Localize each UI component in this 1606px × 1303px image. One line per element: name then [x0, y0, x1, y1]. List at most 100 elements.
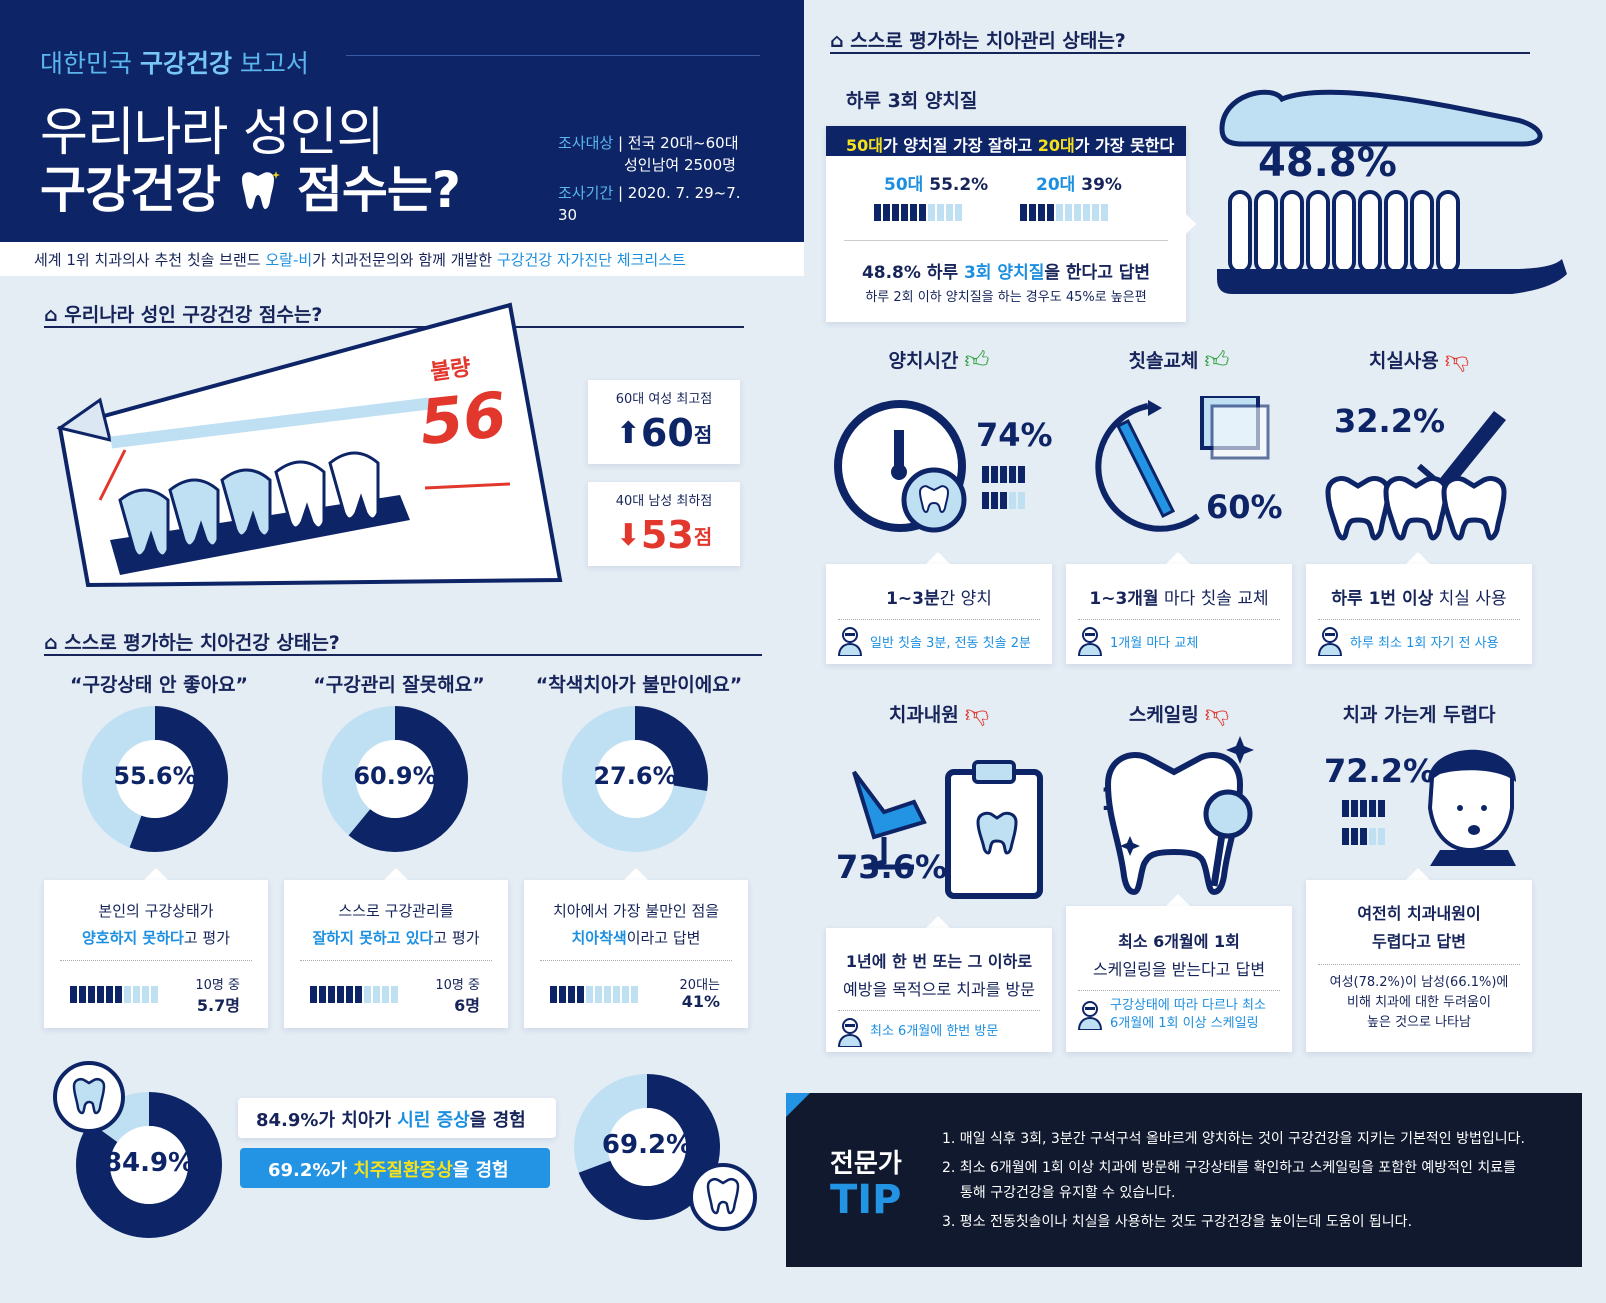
brushing-title: 하루 3회 양치질	[846, 90, 978, 112]
card-pointer	[1406, 868, 1430, 880]
person-icon	[874, 204, 881, 221]
score-heading-rule	[44, 326, 744, 328]
person-icon	[328, 986, 335, 1003]
selfeval-quote: “착색치아가 불만이에요”	[535, 674, 743, 696]
person-icon	[1369, 800, 1376, 817]
expert-tip-row: 구강상태에 따라 다르나 최소 6개월에 1회 이상 스케일링	[1076, 997, 1292, 1033]
person-icon	[1020, 204, 1027, 221]
expert-tip-row: 하루 최소 1회 자기 전 사용	[1316, 626, 1532, 656]
min-score-value: 53	[640, 513, 694, 557]
person-icon	[70, 986, 77, 1003]
age20-stat: 20대 39%	[1036, 175, 1122, 195]
people-row	[982, 492, 1025, 509]
selfeval-quote: “구강상태 안 좋아요”	[69, 674, 249, 696]
card-pointer	[624, 868, 648, 880]
person-icon	[1009, 466, 1016, 483]
person-icon	[1038, 204, 1045, 221]
person-icon	[559, 986, 566, 1003]
person-icon	[1378, 828, 1385, 845]
arrow-up-icon: ⬆	[615, 415, 641, 451]
arrow-down-icon: ⬇	[615, 517, 641, 553]
tip-item-2-cont: 통해 구강건강을 유지할 수 있습니다.	[960, 1185, 1176, 1201]
thumbs-down-icon: 👎︎	[1444, 345, 1470, 374]
person-icon	[1342, 800, 1349, 817]
person-icon	[364, 986, 371, 1003]
toothpaste-pct: 48.8%	[1258, 140, 1397, 186]
person-icon	[1360, 800, 1367, 817]
tooth-icon	[242, 171, 281, 209]
visit-line2: 예방을 목적으로 치과를 방문	[843, 980, 1035, 999]
person-icon	[1092, 204, 1099, 221]
selfeval-donut-wrap: 27.6%	[560, 704, 710, 858]
person-icon	[337, 986, 344, 1003]
person-icon	[928, 204, 935, 221]
person-icon	[622, 986, 629, 1003]
card-pointer	[926, 916, 950, 928]
scared-person-illustration	[1427, 749, 1516, 866]
card-divider	[300, 960, 492, 961]
person-icon	[568, 986, 575, 1003]
max-score-label: 60대 여성 최고점	[615, 392, 713, 407]
person-icon	[595, 986, 602, 1003]
people-row	[982, 466, 1025, 483]
score-card-illustration	[56, 302, 563, 588]
person-icon	[1018, 492, 1025, 509]
people-caption: 10명 중	[435, 978, 480, 993]
score-heading: ⌂ 우리나라 성인 구강건강 점수는?	[44, 304, 323, 326]
person-icon	[613, 986, 620, 1003]
title-line1: 우리나라 성인의	[40, 103, 384, 163]
visit-card: 최소 6개월에 1회 스케일링을 받는다고 답변 구강상태에 따라 다르나 최소…	[1066, 906, 1292, 1052]
selfeval-line2: 치아착색이라고 답변	[571, 929, 701, 947]
header-rule	[346, 55, 760, 56]
habit-pct: 74%	[976, 416, 1053, 454]
brush-line2: 하루 2회 이하 양치질을 하는 경우도 45%로 높은편	[865, 290, 1147, 305]
expert-tip-row: 1개월 마다 교체	[1076, 626, 1292, 656]
thumbs-up-icon: 👍︎	[964, 345, 990, 374]
person-icon	[604, 986, 611, 1003]
age50-people	[874, 204, 962, 221]
donut-segment	[76, 1092, 222, 1238]
report-subtitle: 대한민국 구강건강 보고서	[40, 49, 309, 78]
selfeval-line2: 양호하지 못하다고 평가	[82, 929, 230, 947]
tip-item-1: 1. 매일 식후 3회, 3분간 구석구석 올바르게 양치하는 것이 구강건강을…	[942, 1131, 1525, 1147]
doctor-icon	[837, 627, 863, 656]
gum-tooth-icon	[689, 1163, 757, 1231]
doctor-icon	[1317, 627, 1343, 656]
card-divider	[838, 619, 1040, 620]
selfeval-card: 스스로 구강관리를 잘하지 못하고 있다고 평가 10명 중 6명	[284, 880, 508, 1028]
gum-note: 69.2%가 치주질환증상을 경험	[240, 1148, 550, 1188]
habit-title: 칫솔교체 👍︎	[1128, 345, 1230, 374]
person-icon	[1083, 204, 1090, 221]
card-divider	[540, 960, 732, 961]
person-icon	[115, 986, 122, 1003]
person-icon	[142, 986, 149, 1003]
visit-pct: 72.2%	[1324, 752, 1436, 790]
expert-tip-panel: 전문가 TIP 1. 매일 식후 3회, 3분간 구석구석 올바르게 양치하는 …	[786, 1093, 1582, 1267]
person-icon	[1378, 800, 1385, 817]
brush-replace-illustration	[1095, 396, 1270, 532]
donut-segment	[574, 1074, 720, 1220]
person-icon	[310, 986, 317, 1003]
card-pointer	[1184, 212, 1196, 236]
selfeval-donut-wrap: 60.9%	[320, 704, 470, 858]
tip-item-3: 3. 평소 전동칫솔이나 치실을 사용하는 것도 구강건강을 높이는데 도움이 …	[942, 1214, 1413, 1230]
expert-tip-row: 최소 6개월에 한번 방문	[836, 1017, 1052, 1047]
person-icon	[1351, 800, 1358, 817]
card-divider	[60, 960, 252, 961]
card-pointer	[1166, 894, 1190, 906]
sensitive-tooth-icon	[53, 1061, 125, 1133]
max-score-value: 60	[640, 411, 694, 455]
visit-note: 여성(78.2%)이 남성(66.1%)에 비해 치과에 대한 두려움이 높은 것으…	[1329, 975, 1509, 1030]
age20-people	[1020, 204, 1108, 221]
floss-illustration	[1325, 411, 1507, 541]
person-icon	[919, 204, 926, 221]
donut-center	[110, 1126, 188, 1204]
card-pointer	[1406, 552, 1430, 564]
selfeval-line1: 본인의 구강상태가	[98, 902, 214, 920]
person-icon	[1018, 466, 1025, 483]
selfeval-card: 치아에서 가장 불만인 점을 치아착색이라고 답변 20대는 41%	[524, 880, 748, 1028]
tip-label-2: TIP	[830, 1177, 902, 1223]
people-value: 41%	[681, 992, 720, 1011]
people-value: 6명	[454, 996, 480, 1015]
person-icon	[955, 204, 962, 221]
